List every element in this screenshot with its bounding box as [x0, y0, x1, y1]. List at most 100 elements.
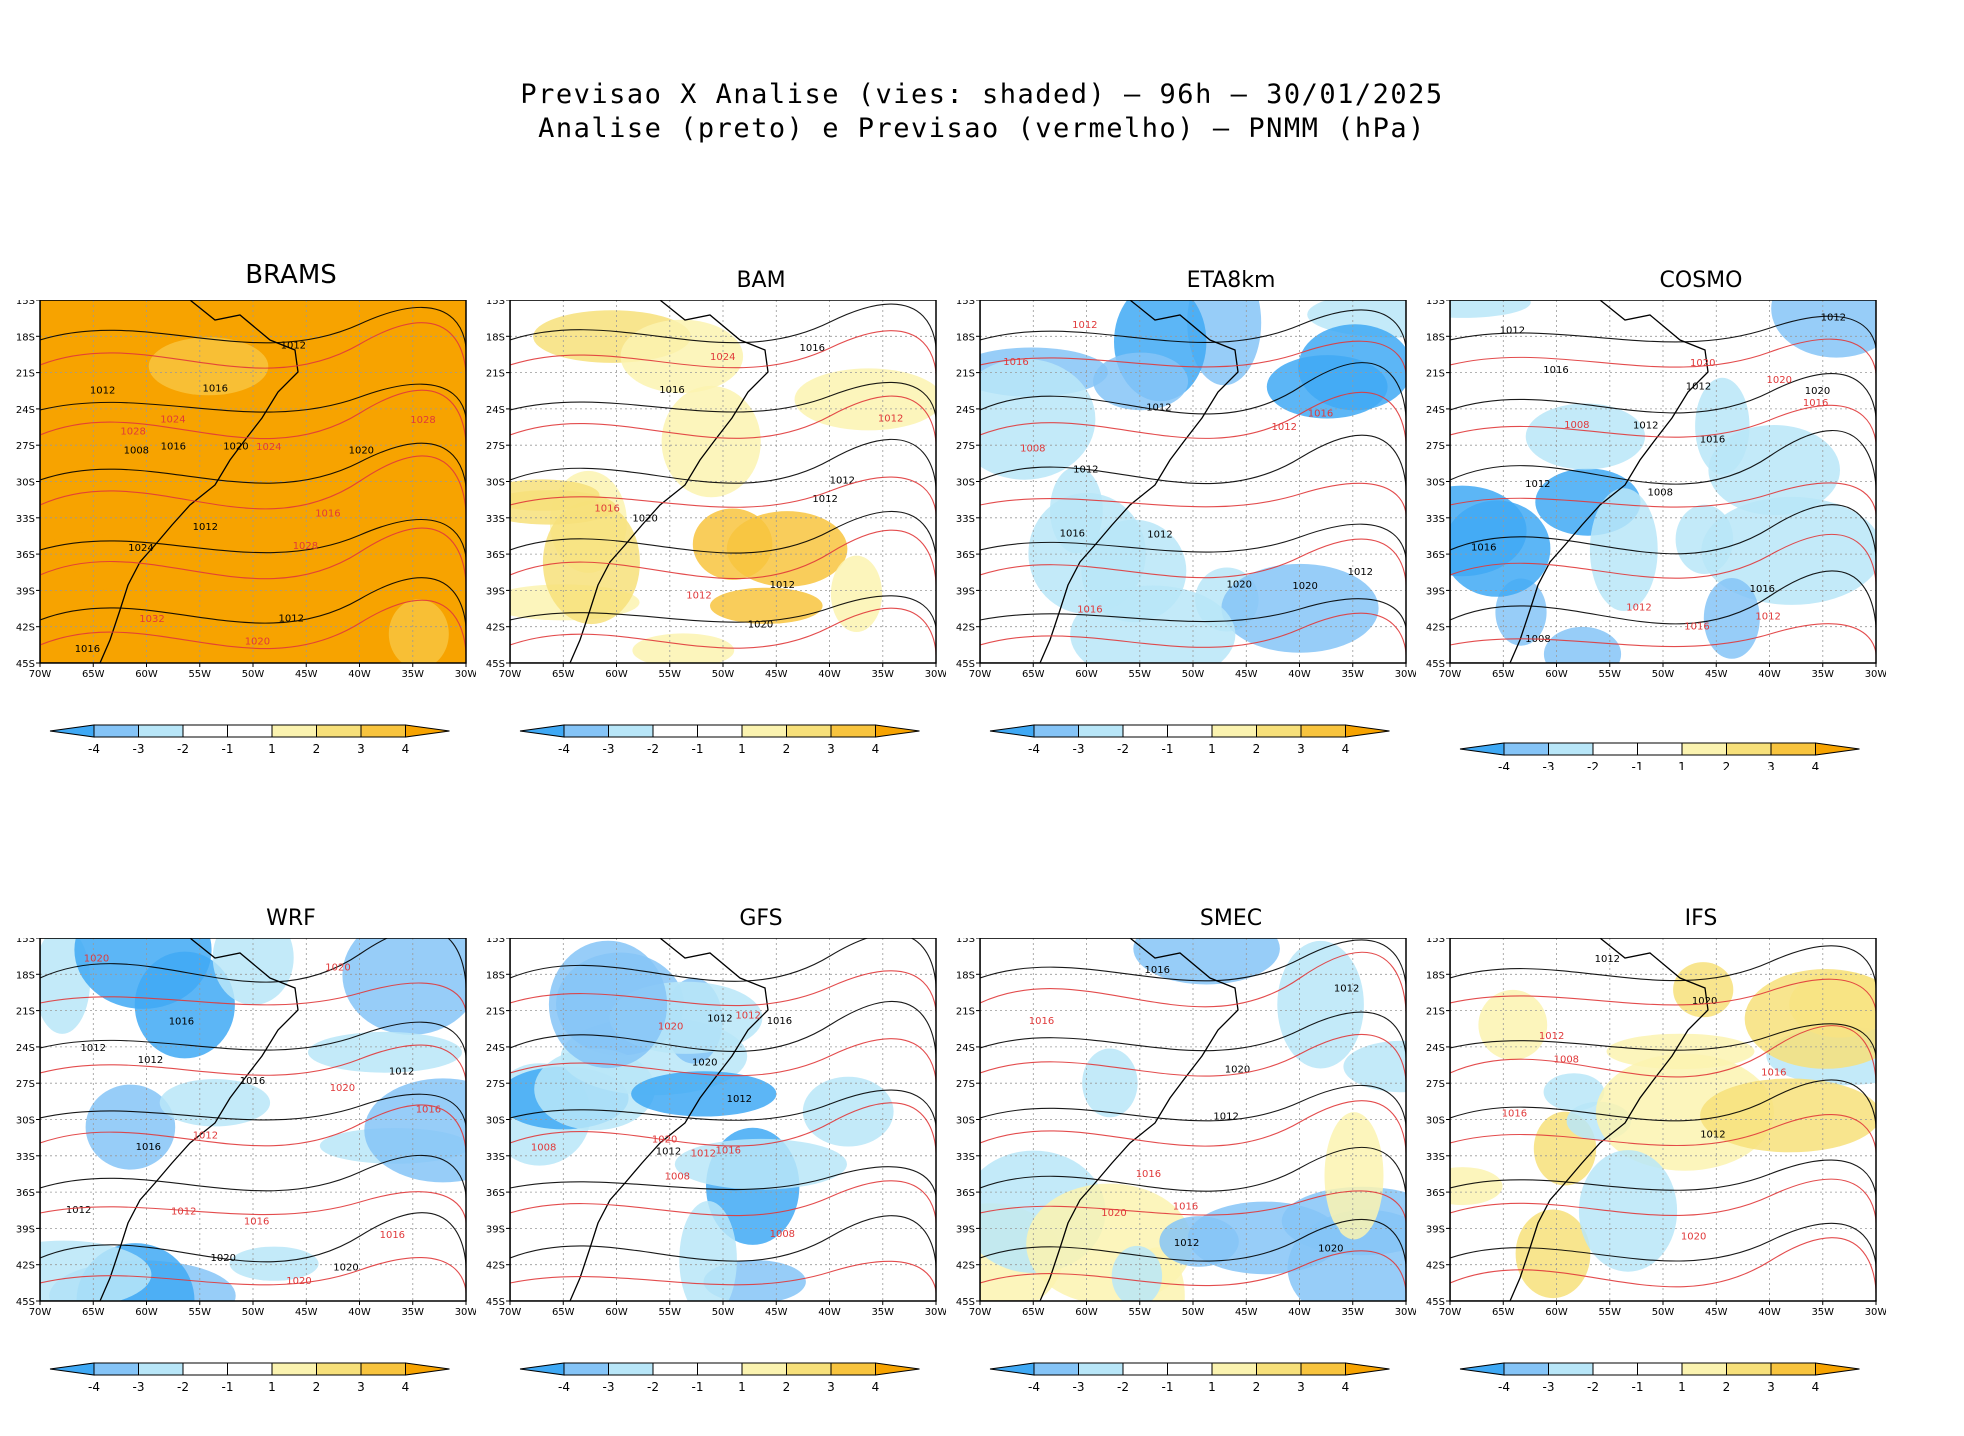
lon-tick-label: 30W	[925, 669, 946, 680]
analysis-isobar-label: 1020	[1227, 579, 1252, 590]
bias-blob	[1324, 1112, 1384, 1240]
colorbar-segment	[697, 1362, 743, 1376]
analysis-isobar-label: 1016	[1471, 542, 1496, 553]
lat-tick-label: 33S	[16, 514, 35, 525]
bias-field: 1012 1012 1012 1012 1016 1020 1020 1008 1016 1012…	[980, 300, 1406, 663]
panel-title: GFS	[739, 906, 783, 931]
forecast-isobar	[980, 482, 1406, 516]
forecast-isobar	[980, 612, 1406, 656]
colorbar-left-arrow	[1459, 1362, 1505, 1376]
lon-tick-label: 45W	[765, 1307, 788, 1318]
colorbar-segment	[182, 724, 228, 738]
panel-title: SMEC	[1199, 906, 1263, 931]
analysis-isobar-label: 1012	[770, 580, 795, 591]
colorbar-label: -3	[1073, 742, 1085, 756]
forecast-isobar	[1450, 1237, 1876, 1294]
colorbar-segment	[741, 724, 787, 738]
analysis-isobar	[1450, 570, 1876, 631]
analysis-isobar-label: 1012	[389, 1066, 414, 1077]
lon-tick-label: 55W	[1598, 1307, 1621, 1318]
colorbar-label: 2	[1723, 760, 1731, 770]
bias-blob	[1703, 578, 1760, 659]
lon-tick-label: 70W	[29, 669, 52, 680]
lat-tick-label: 15S	[16, 938, 35, 945]
lat-tick-label: 42S	[956, 1261, 975, 1272]
analysis-isobar	[510, 382, 936, 421]
forecast-isobar-label: 1024	[256, 442, 281, 453]
colorbar-label: 1	[1208, 742, 1216, 756]
colorbar-segment	[563, 724, 609, 738]
forecast-isobar-label: 1012	[1539, 1031, 1564, 1042]
colorbar-segment	[138, 724, 184, 738]
colorbar-label: -2	[1117, 742, 1129, 756]
colorbar-segment	[93, 724, 139, 738]
colorbar-label: -3	[603, 742, 615, 756]
forecast-isobar	[510, 1102, 936, 1154]
lat-tick-label: 15S	[956, 300, 975, 307]
colorbar-label: -1	[222, 742, 234, 756]
lat-tick-label: 30S	[956, 478, 975, 489]
forecast-isobar	[510, 395, 936, 446]
analysis-isobar	[980, 1146, 1406, 1199]
lon-tick-label: 30W	[1865, 669, 1886, 680]
colorbar-label: -4	[88, 742, 100, 756]
colorbar-label: -2	[177, 742, 189, 756]
analysis-isobar	[510, 595, 936, 631]
lon-tick-label: 45W	[295, 1307, 318, 1318]
colorbar-segment	[182, 1362, 228, 1376]
analysis-isobar-label: 1012	[1174, 1238, 1199, 1249]
colorbar-segment	[1300, 724, 1346, 738]
lat-tick-label: 21S	[956, 369, 975, 380]
analysis-isobar-label: 1012	[81, 1043, 106, 1054]
forecast-isobar	[40, 1044, 466, 1084]
forecast-isobar	[1450, 482, 1876, 516]
colorbar-segment	[1167, 1362, 1213, 1376]
bias-field: 1012 1012 1020 1008 1016 1012 1016 1020	[1450, 938, 1876, 1301]
bias-blob	[1515, 1209, 1591, 1299]
forecast-isobar	[980, 1190, 1406, 1224]
bias-blob	[1744, 969, 1876, 1069]
analysis-isobar	[510, 1089, 936, 1129]
colorbar: -4 -3 -2 -1 1 2 3 4	[1459, 1362, 1860, 1394]
lon-tick-label: 55W	[658, 1307, 681, 1318]
lon-tick-label: 35W	[401, 669, 424, 680]
forecast-isobar	[980, 1034, 1406, 1084]
forecast-isobar-label: 1020	[652, 1135, 677, 1146]
bias-blob	[1543, 1073, 1605, 1111]
colorbar-segment	[1033, 1362, 1079, 1376]
lat-tick-label: 39S	[486, 1224, 505, 1235]
lon-tick-label: 35W	[871, 669, 894, 680]
bias-field: 1012101610121012101210161012101610201016…	[1450, 300, 1876, 663]
forecast-isobar-label: 1020	[245, 636, 270, 647]
lon-tick-label: 35W	[401, 1307, 424, 1318]
forecast-isobar	[40, 527, 466, 586]
colorbar-label: 1	[1208, 1380, 1216, 1394]
colorbar-label: 1	[738, 742, 746, 756]
lat-tick-label: 36S	[956, 550, 975, 561]
colorbar-segment	[1770, 1362, 1816, 1376]
colorbar: -4 -3 -2 -1 1 2 3 4	[49, 1362, 450, 1394]
colorbar-label: -2	[647, 1380, 659, 1394]
map-group: 1016 1012 1012 1012 1016 1020 1020 1012 1024 1012…	[486, 300, 946, 756]
coastline	[1450, 300, 1709, 663]
lon-tick-label: 55W	[188, 1307, 211, 1318]
colorbar-label: -1	[1162, 1380, 1174, 1394]
lat-tick-label: 18S	[956, 970, 975, 981]
bias-field: 1016 1012 1012 1012 1012 1016 1016 1020 1020 1020…	[40, 938, 466, 1301]
forecast-isobar-label: 1020	[325, 963, 350, 974]
forecast-isobar	[510, 970, 936, 1014]
lat-tick-label: 42S	[956, 623, 975, 634]
bias-blob	[1450, 300, 1531, 318]
lon-tick-label: 70W	[499, 669, 522, 680]
colorbar-segment	[1548, 1362, 1594, 1376]
panel-eta8km: ETA8km 1012 1012 1012 1012 1016 1020 1020 1008 10…	[956, 260, 1456, 770]
colorbar-label: -3	[1073, 1380, 1085, 1394]
colorbar-label: 2	[1253, 742, 1261, 756]
bias-blob	[620, 319, 744, 394]
lon-tick-label: 50W	[242, 1307, 265, 1318]
lat-tick-label: 24S	[1426, 405, 1445, 416]
colorbar-segment	[608, 1362, 654, 1376]
colorbar-right-arrow	[405, 1362, 450, 1376]
lat-tick-label: 27S	[1426, 1079, 1445, 1090]
colorbar-label: 2	[313, 742, 321, 756]
